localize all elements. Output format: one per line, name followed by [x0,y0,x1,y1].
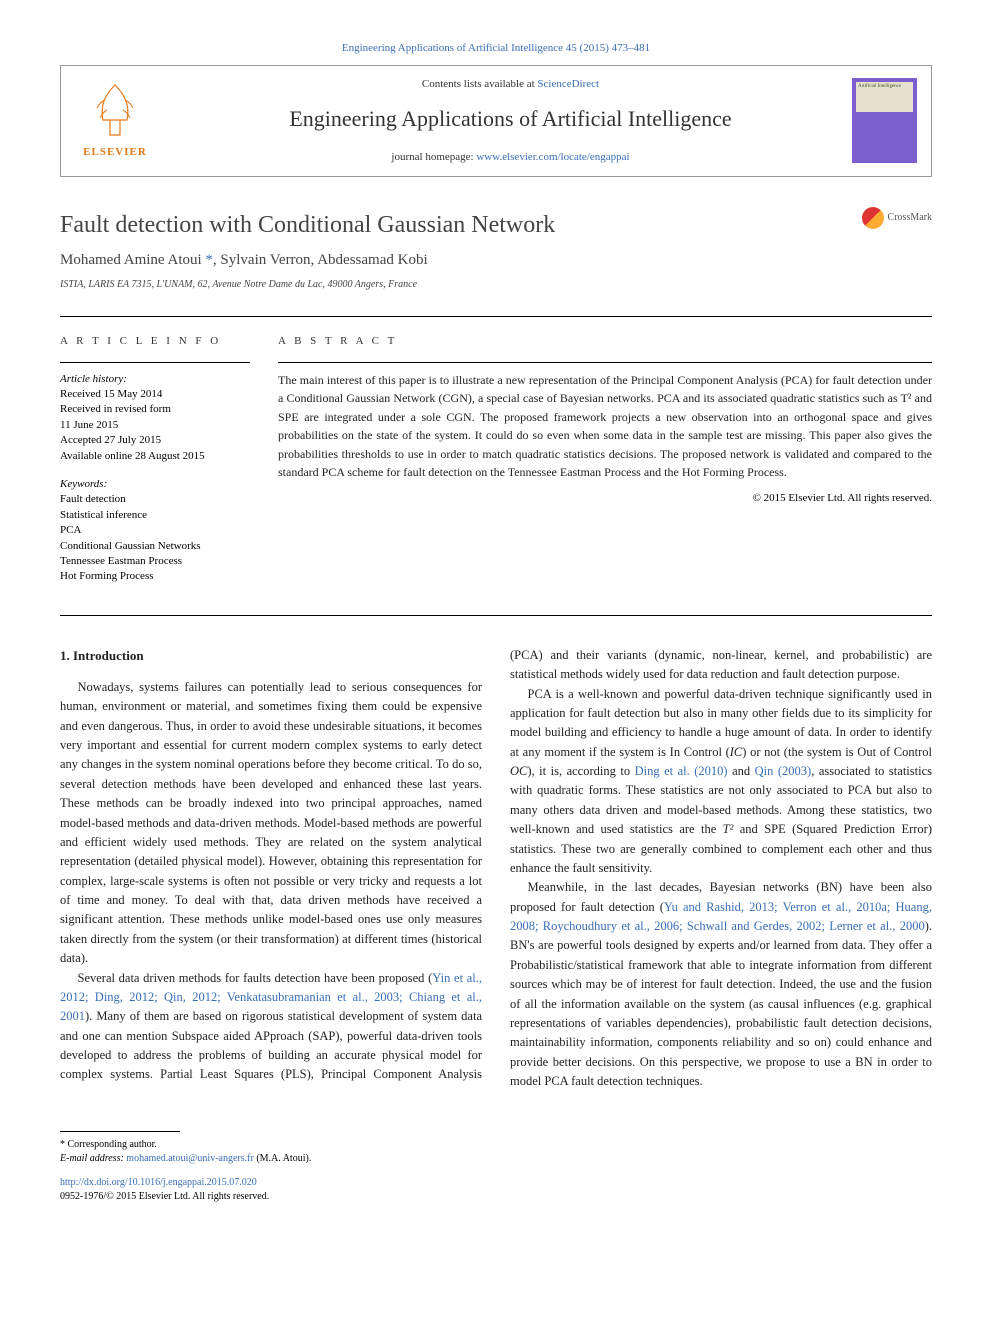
history-item: Accepted 27 July 2015 [60,433,250,448]
italic: IC [730,745,743,759]
author-1: Mohamed Amine Atoui [60,252,202,268]
paragraph: Meanwhile, in the last decades, Bayesian… [510,878,932,1091]
italic: T² [723,822,734,836]
footnote-rule [60,1131,180,1132]
keyword: PCA [60,523,250,538]
history-label: Article history: [60,371,250,388]
abstract-heading: A B S T R A C T [278,333,932,350]
citation-link[interactable]: Ding et al. (2010) [635,764,728,778]
paragraph: Nowadays, systems failures can potential… [60,678,482,969]
history-item: Received in revised form [60,402,250,417]
crossmark-icon [862,207,884,229]
authors: Mohamed Amine Atoui *, Sylvain Verron, A… [60,249,932,272]
abstract-text: The main interest of this paper is to il… [278,371,932,483]
article-info-heading: A R T I C L E I N F O [60,333,250,350]
text: ), it is, according to [527,764,634,778]
text: ) or not (the system is Out of Control [742,745,932,759]
corresponding-note: * Corresponding author. [60,1138,932,1152]
email-line: E-mail address: mohamed.atoui@univ-anger… [60,1152,932,1166]
info-abstract-row: A R T I C L E I N F O Article history: R… [60,316,932,585]
email-label: E-mail address: [60,1153,126,1164]
doi-line: http://dx.doi.org/10.1016/j.engappai.201… [60,1176,932,1190]
journal-header: ELSEVIER Contents lists available at Sci… [60,65,932,177]
authors-rest: , Sylvain Verron, Abdessamad Kobi [213,252,428,268]
keyword: Tennessee Eastman Process [60,554,250,569]
keyword: Conditional Gaussian Networks [60,539,250,554]
crossmark-label: CrossMark [888,210,932,225]
elsevier-logo: ELSEVIER [75,76,155,166]
doi-link[interactable]: http://dx.doi.org/10.1016/j.engappai.201… [60,1177,257,1188]
elsevier-wordmark: ELSEVIER [83,144,147,161]
keyword: Fault detection [60,492,250,507]
header-center: Contents lists available at ScienceDirec… [169,76,852,166]
section-number: 1. [60,648,70,663]
email-suffix: (M.A. Atoui). [254,1153,312,1164]
text: Several data driven methods for faults d… [78,971,433,985]
citation-link[interactable]: Qin (2003) [755,764,812,778]
citation-link[interactable]: Engineering Applications of Artificial I… [342,42,650,54]
keyword: Hot Forming Process [60,569,250,584]
issn-copyright: 0952-1976/© 2015 Elsevier Ltd. All right… [60,1190,932,1204]
footer: * Corresponding author. E-mail address: … [60,1131,932,1204]
elsevier-tree-icon [85,80,145,140]
keyword: Statistical inference [60,508,250,523]
section-heading: 1. Introduction [60,646,482,666]
section-title: Introduction [73,648,144,663]
crossmark-badge[interactable]: CrossMark [862,207,932,229]
history-item: Available online 28 August 2015 [60,449,250,464]
article-info: A R T I C L E I N F O Article history: R… [60,333,250,585]
abstract-copyright: © 2015 Elsevier Ltd. All rights reserved… [278,490,932,507]
homepage-line: journal homepage: www.elsevier.com/locat… [169,149,852,166]
abstract-divider [278,362,932,363]
cover-thumb-title: Artificial Intelligence [856,82,913,112]
info-divider [60,362,250,363]
body-text: 1. Introduction Nowadays, systems failur… [60,646,932,1092]
paragraph: PCA is a well-known and powerful data-dr… [510,685,932,879]
journal-cover-thumb: Artificial Intelligence [852,78,917,163]
corresponding-marker[interactable]: * [205,252,213,268]
section-divider [60,615,932,616]
contents-prefix: Contents lists available at [422,78,537,90]
contents-line: Contents lists available at ScienceDirec… [169,76,852,93]
history-item: 11 June 2015 [60,418,250,433]
sciencedirect-link[interactable]: ScienceDirect [537,78,599,90]
history-item: Received 15 May 2014 [60,387,250,402]
text: and [728,764,755,778]
affiliation: ISTIA, LARIS EA 7315, L'UNAM, 62, Avenue… [60,277,932,292]
running-header: Engineering Applications of Artificial I… [60,40,932,57]
homepage-link[interactable]: www.elsevier.com/locate/engappai [476,151,629,163]
journal-name: Engineering Applications of Artificial I… [169,102,852,135]
italic: OC [510,764,527,778]
email-link[interactable]: mohamed.atoui@univ-angers.fr [126,1153,254,1164]
homepage-prefix: journal homepage: [391,151,476,163]
abstract-column: A B S T R A C T The main interest of thi… [278,333,932,585]
text: ). BN's are powerful tools designed by e… [510,919,932,1088]
paper-title: Fault detection with Conditional Gaussia… [60,207,555,243]
keywords-label: Keywords: [60,476,250,493]
